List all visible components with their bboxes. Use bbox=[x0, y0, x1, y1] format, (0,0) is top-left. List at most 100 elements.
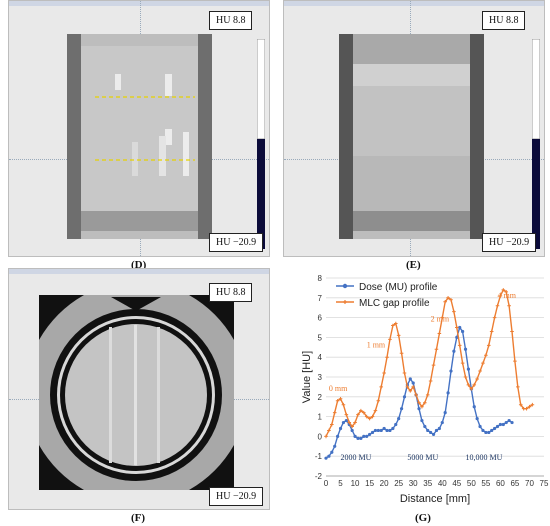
phantom-slice-d bbox=[67, 34, 212, 239]
data-point bbox=[484, 430, 488, 435]
y-tick-label: 6 bbox=[318, 314, 323, 323]
y-tick-label: -1 bbox=[315, 452, 323, 461]
data-point bbox=[408, 377, 412, 381]
data-point bbox=[338, 396, 343, 401]
legend-label: MLC gap profile bbox=[359, 298, 430, 309]
data-point bbox=[527, 404, 532, 409]
data-point bbox=[327, 428, 331, 433]
data-point bbox=[446, 296, 450, 300]
data-point bbox=[376, 428, 380, 433]
data-point bbox=[507, 418, 511, 423]
ct-image-panel-d: HU 8.8 HU −20.9 bbox=[8, 0, 270, 257]
window-level-bar[interactable] bbox=[257, 39, 265, 249]
data-point bbox=[324, 456, 328, 460]
data-point bbox=[391, 426, 395, 431]
x-tick-label: 40 bbox=[438, 479, 447, 488]
data-point bbox=[507, 303, 511, 308]
data-point bbox=[513, 359, 517, 363]
chart-annotation: 2 mm bbox=[431, 315, 450, 324]
data-point bbox=[344, 412, 349, 417]
y-axis-label: Value [HU] bbox=[301, 351, 313, 403]
data-point bbox=[397, 416, 401, 421]
viewer-title-bar bbox=[284, 1, 544, 6]
x-tick-label: 25 bbox=[394, 479, 403, 488]
data-point bbox=[475, 416, 479, 421]
data-point bbox=[350, 424, 354, 429]
x-tick-label: 0 bbox=[324, 479, 329, 488]
y-tick-label: 7 bbox=[318, 294, 323, 303]
ct-image-panel-f: HU 8.8 HU −20.9 bbox=[8, 268, 270, 510]
data-point bbox=[376, 398, 381, 403]
data-point bbox=[434, 428, 439, 433]
x-tick-label: 15 bbox=[365, 479, 374, 488]
data-point bbox=[492, 426, 497, 431]
data-point bbox=[359, 408, 363, 413]
data-point bbox=[347, 420, 352, 425]
hu-min-label: HU −20.9 bbox=[482, 233, 537, 252]
data-point bbox=[460, 361, 465, 365]
x-tick-label: 70 bbox=[525, 479, 534, 488]
data-point bbox=[429, 430, 433, 435]
x-tick-label: 10 bbox=[351, 479, 360, 488]
data-point bbox=[330, 450, 334, 454]
data-point bbox=[428, 379, 433, 383]
data-point bbox=[498, 294, 503, 298]
y-tick-label: 8 bbox=[318, 274, 323, 283]
y-tick-label: 0 bbox=[318, 432, 323, 441]
hu-max-label: HU 8.8 bbox=[209, 283, 253, 302]
window-level-bar[interactable] bbox=[532, 39, 540, 249]
data-point bbox=[452, 309, 456, 314]
chart-annotation: 0 mm bbox=[329, 384, 348, 393]
data-point bbox=[487, 430, 491, 435]
chart-annotation: 1 mm bbox=[367, 340, 386, 349]
y-tick-label: 3 bbox=[318, 373, 323, 382]
data-point bbox=[332, 410, 337, 415]
data-point bbox=[431, 432, 436, 437]
data-point bbox=[356, 412, 360, 417]
data-point bbox=[373, 408, 378, 413]
y-tick-label: 2 bbox=[318, 393, 323, 402]
data-point bbox=[484, 353, 488, 358]
data-point bbox=[365, 434, 369, 438]
y-tick-label: 5 bbox=[318, 333, 323, 342]
chart-annotation: 5000 MU bbox=[407, 453, 438, 462]
data-point bbox=[388, 337, 392, 342]
data-point bbox=[344, 418, 348, 423]
data-point bbox=[359, 436, 363, 440]
data-point bbox=[370, 414, 375, 419]
panel-caption-g: (G) bbox=[415, 512, 431, 524]
x-tick-label: 5 bbox=[338, 479, 343, 488]
data-point bbox=[353, 420, 357, 425]
data-point bbox=[478, 424, 482, 429]
data-point bbox=[452, 349, 456, 353]
data-point bbox=[498, 422, 502, 427]
data-point bbox=[411, 381, 415, 385]
data-point bbox=[382, 426, 386, 431]
data-point bbox=[434, 347, 439, 352]
data-point bbox=[379, 428, 383, 433]
hu-max-label: HU 8.8 bbox=[482, 11, 526, 30]
data-point bbox=[463, 347, 468, 351]
data-point bbox=[495, 424, 500, 429]
hu-max-label: HU 8.8 bbox=[209, 11, 253, 30]
data-point bbox=[457, 343, 462, 348]
x-tick-label: 35 bbox=[423, 479, 432, 488]
data-point bbox=[530, 402, 535, 407]
data-point bbox=[495, 303, 500, 308]
data-point bbox=[356, 436, 360, 440]
data-point bbox=[446, 391, 450, 395]
data-point bbox=[516, 385, 520, 389]
data-point bbox=[417, 400, 421, 405]
data-point bbox=[510, 329, 514, 334]
data-point bbox=[385, 355, 389, 359]
data-point bbox=[336, 434, 340, 438]
data-point bbox=[373, 428, 378, 433]
data-point bbox=[472, 383, 477, 387]
data-point bbox=[510, 420, 514, 425]
viewer-title-bar bbox=[9, 269, 269, 274]
data-point bbox=[449, 369, 453, 373]
data-point bbox=[440, 315, 445, 320]
data-point bbox=[341, 420, 346, 425]
x-tick-label: 65 bbox=[510, 479, 519, 488]
